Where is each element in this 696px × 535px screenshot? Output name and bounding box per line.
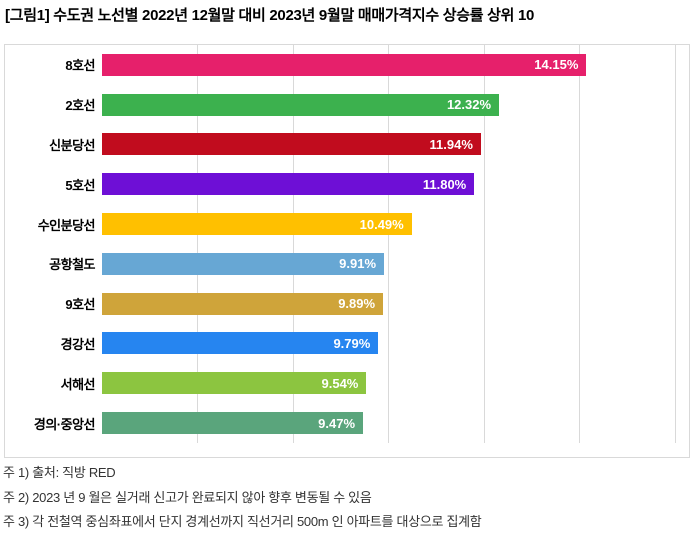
grid-layer xyxy=(102,45,689,443)
gridline xyxy=(197,45,199,443)
bar-row: 경의·중앙선 9.47% xyxy=(5,403,689,443)
bar-row: 수인분당선 10.49% xyxy=(5,204,689,244)
figure-title: [그림1] 수도권 노선별 2022년 12월말 대비 2023년 9월말 매매… xyxy=(5,7,535,24)
bar: 9.89% xyxy=(102,292,384,315)
value-label: 9.47% xyxy=(318,415,356,431)
category-label: 수인분당선 xyxy=(37,217,96,233)
bar-track: 9.54% xyxy=(102,372,689,395)
bar-row: 5호선 11.80% xyxy=(5,164,689,204)
category-label: 9호선 xyxy=(65,297,95,313)
value-label: 11.94% xyxy=(429,136,473,152)
bar-track: 9.79% xyxy=(102,332,689,355)
bar-track: 11.94% xyxy=(102,133,689,156)
bar-row: 서해선 9.54% xyxy=(5,363,689,403)
bar-row: 9호선 9.89% xyxy=(5,284,689,324)
bar: 10.49% xyxy=(102,213,412,236)
bar-track: 12.32% xyxy=(102,93,689,116)
bar-row: 2호선 12.32% xyxy=(5,85,689,125)
bar: 14.15% xyxy=(102,53,587,76)
bar: 11.80% xyxy=(102,173,475,196)
gridline xyxy=(483,45,485,443)
bar-row: 경강선 9.79% xyxy=(5,324,689,364)
bar-track: 9.91% xyxy=(102,252,689,275)
value-label: 9.91% xyxy=(339,256,377,272)
bar-track: 9.89% xyxy=(102,292,689,315)
bar-track: 11.80% xyxy=(102,173,689,196)
category-label: 8호선 xyxy=(65,58,95,74)
bar: 12.32% xyxy=(102,93,500,116)
category-label: 신분당선 xyxy=(49,137,95,153)
gridline xyxy=(579,45,581,443)
category-label: 2호선 xyxy=(65,98,95,114)
value-label: 14.15% xyxy=(534,57,579,73)
bar: 9.79% xyxy=(102,332,379,355)
value-label: 11.80% xyxy=(422,176,467,192)
value-label: 12.32% xyxy=(446,97,492,113)
bar-track: 14.15% xyxy=(102,53,689,76)
bar: 11.94% xyxy=(102,133,481,156)
bar-row: 신분당선 11.94% xyxy=(5,125,689,165)
footnotes: 주 1) 출처: 직방 RED 주 2) 2023 년 9 월은 실거래 신고가 … xyxy=(3,461,693,535)
plot-area: 8호선 14.15% 2호선 12.32% 신분당선 11.94% 5호선 11.80% 수인분… xyxy=(5,45,689,443)
bar-row: 공항철도 9.91% xyxy=(5,244,689,284)
footnote: 주 1) 출처: 직방 RED xyxy=(3,465,116,480)
bar: 9.47% xyxy=(102,412,364,435)
category-label: 경강선 xyxy=(60,336,96,352)
bar: 9.91% xyxy=(102,252,385,275)
gridline xyxy=(674,45,676,443)
category-label: 공항철도 xyxy=(49,257,95,273)
value-label: 9.54% xyxy=(321,375,359,391)
value-label: 10.49% xyxy=(359,216,404,232)
gridline xyxy=(388,45,390,443)
value-label: 9.79% xyxy=(333,335,371,351)
bar: 9.54% xyxy=(102,372,367,395)
chart-container: 8호선 14.15% 2호선 12.32% 신분당선 11.94% 5호선 11.80% 수인분… xyxy=(4,44,690,458)
value-label: 9.89% xyxy=(338,296,376,312)
category-label: 경의·중앙선 xyxy=(33,416,96,432)
gridline xyxy=(292,45,294,443)
bar-row: 8호선 14.15% xyxy=(5,45,689,85)
category-label: 서해선 xyxy=(60,376,96,392)
footnote: 주 3) 각 전철역 중심좌표에서 단지 경계선까지 직선거리 500m 인 아… xyxy=(3,514,482,529)
bar-track: 9.47% xyxy=(102,412,689,435)
footnote: 주 2) 2023 년 9 월은 실거래 신고가 완료되지 않아 향후 변동될 … xyxy=(3,489,372,505)
bar-track: 10.49% xyxy=(102,213,689,236)
category-label: 5호선 xyxy=(65,177,95,193)
